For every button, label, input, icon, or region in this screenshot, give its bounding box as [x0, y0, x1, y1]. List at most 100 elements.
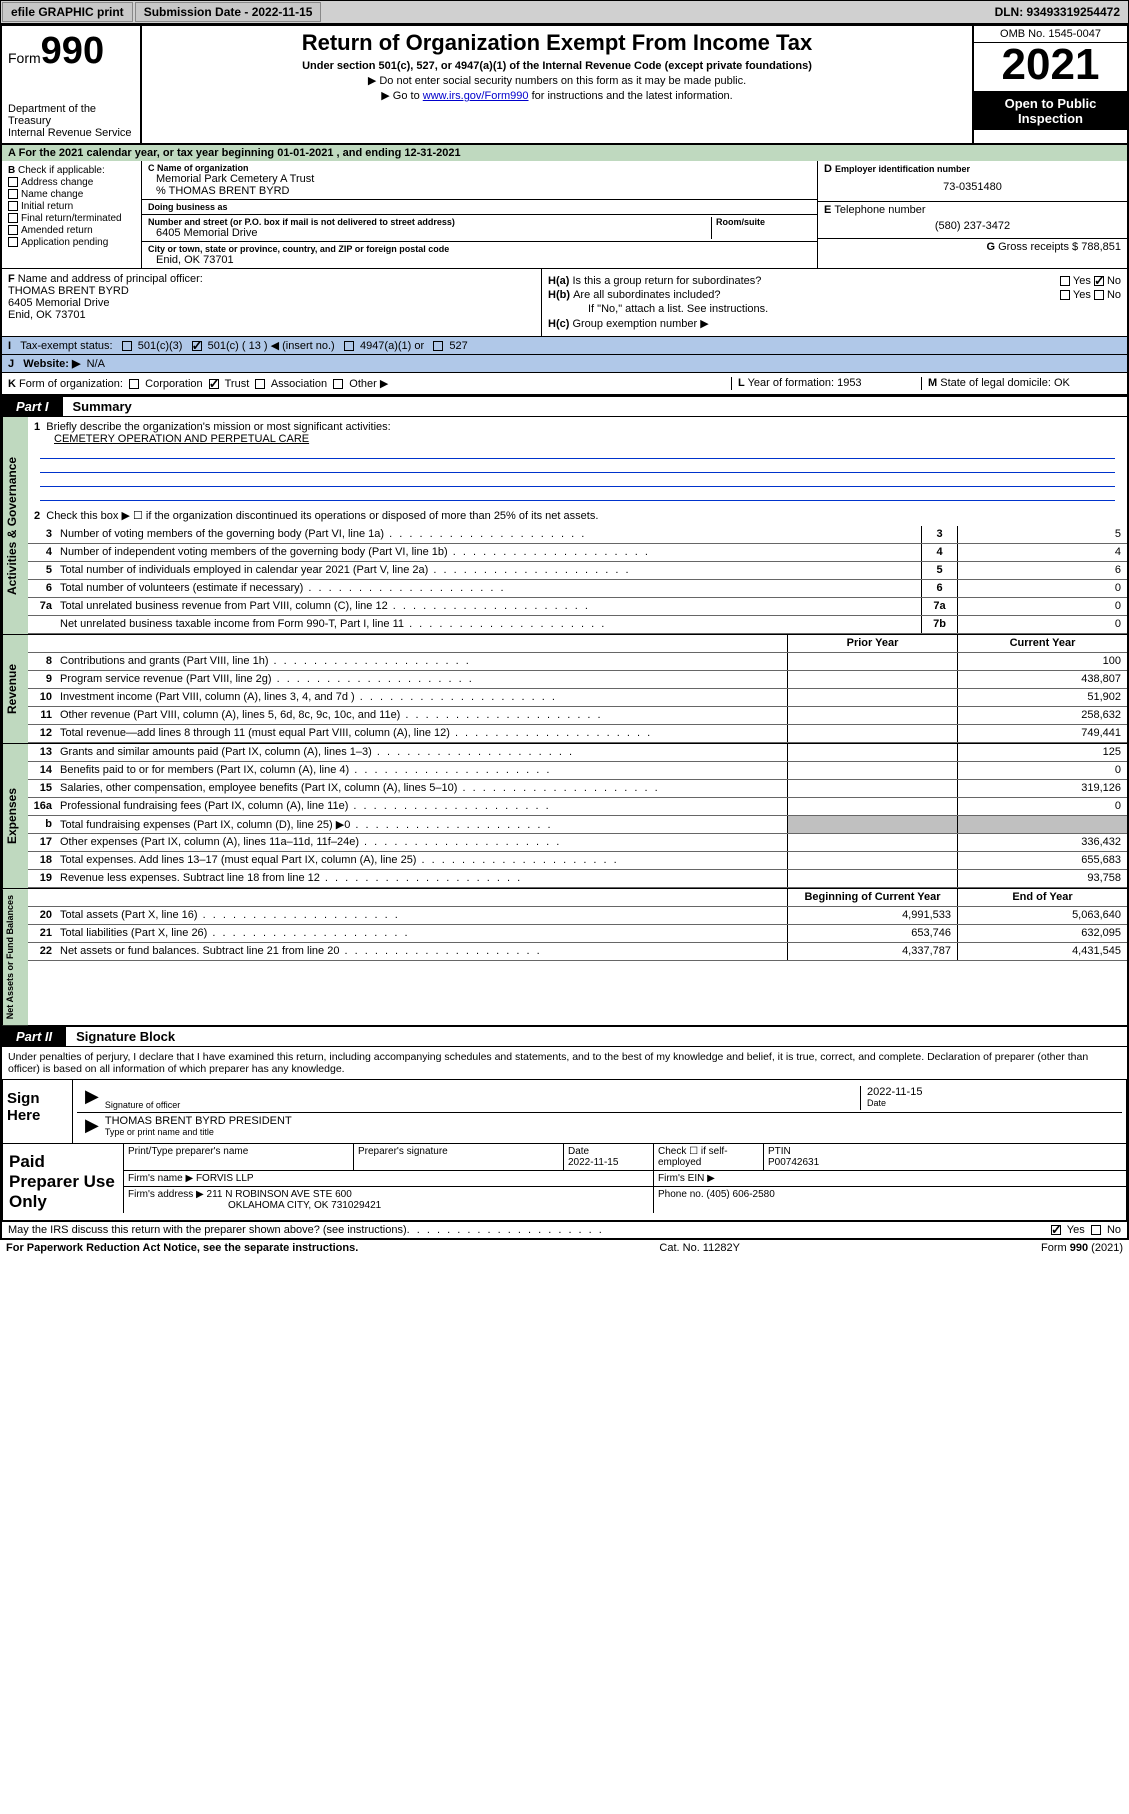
firm-name: FORVIS LLP — [196, 1173, 254, 1184]
hb-no[interactable] — [1094, 290, 1104, 300]
firm-ein-label: Firm's EIN ▶ — [654, 1171, 1126, 1186]
fh-block: F Name and address of principal officer:… — [2, 269, 1127, 337]
sign-here-block: Sign Here ▶ Signature of officer 2022-11… — [2, 1079, 1127, 1144]
ssn-note: Do not enter social security numbers on … — [150, 74, 964, 87]
header-mid: Return of Organization Exempt From Incom… — [142, 26, 972, 143]
section-b: B Check if applicable: Address change Na… — [2, 161, 142, 268]
summary-line: 7a Total unrelated business revenue from… — [28, 598, 1127, 616]
ein-label: Employer identification number — [835, 164, 970, 174]
officer-addr2: Enid, OK 73701 — [8, 309, 535, 321]
prep-row2: Firm's name ▶ FORVIS LLP Firm's EIN ▶ — [123, 1171, 1126, 1187]
summary-line: 18 Total expenses. Add lines 13–17 (must… — [28, 852, 1127, 870]
cb-527[interactable] — [433, 341, 443, 351]
paid-preparer-block: Paid Preparer Use Only Print/Type prepar… — [2, 1144, 1127, 1221]
gov-section: Activities & Governance 1 Briefly descri… — [2, 417, 1127, 634]
org-name-block: C Name of organization Memorial Park Cem… — [142, 161, 817, 200]
cb-corporation[interactable] — [129, 379, 139, 389]
section-c: C Name of organization Memorial Park Cem… — [142, 161, 817, 268]
city-val: Enid, OK 73701 — [148, 254, 811, 266]
bcd-block: B Check if applicable: Address change Na… — [2, 161, 1127, 269]
cb-initial-return[interactable]: Initial return — [8, 201, 135, 212]
prep-date-hdr: Date — [568, 1146, 589, 1157]
cb-final-return[interactable]: Final return/terminated — [8, 213, 135, 224]
prior-year-hdr: Prior Year — [787, 635, 957, 652]
room-label: Room/suite — [716, 217, 811, 227]
q1-block: 1 Briefly describe the organization's mi… — [28, 417, 1127, 505]
submission-date-button[interactable]: Submission Date - 2022-11-15 — [135, 2, 322, 22]
summary-line: 14 Benefits paid to or for members (Part… — [28, 762, 1127, 780]
exp-section: Expenses 13 Grants and similar amounts p… — [2, 743, 1127, 888]
cb-501c[interactable] — [192, 341, 202, 351]
summary-line: 19 Revenue less expenses. Subtract line … — [28, 870, 1127, 888]
line-a-calendar: A For the 2021 calendar year, or tax yea… — [2, 145, 1127, 161]
k-label: Form of organization: — [19, 378, 123, 390]
sign-here-label: Sign Here — [3, 1080, 73, 1143]
hb-yes[interactable] — [1060, 290, 1070, 300]
street-val: 6405 Memorial Drive — [148, 227, 711, 239]
prep-name-hdr: Print/Type preparer's name — [124, 1144, 354, 1170]
hb-note: If "No," attach a list. See instructions… — [548, 303, 1121, 315]
part1-tag: Part I — [2, 397, 63, 416]
section-l: L Year of formation: 1953 — [731, 377, 921, 390]
mission-text: CEMETERY OPERATION AND PERPETUAL CARE — [34, 433, 309, 445]
form-header: Form990 Department of the Treasury Inter… — [2, 26, 1127, 145]
goto-pre: Go to — [393, 90, 423, 102]
l-val: 1953 — [837, 377, 861, 389]
line-i: I Tax-exempt status: 501(c)(3) 501(c) ( … — [2, 337, 1127, 355]
cb-trust[interactable] — [209, 379, 219, 389]
header-left: Form990 Department of the Treasury Inter… — [2, 26, 142, 143]
city-block: City or town, state or province, country… — [142, 242, 817, 268]
l-label: Year of formation: — [748, 377, 834, 389]
h-c-line: H(c) Group exemption number ▶ — [548, 317, 1121, 330]
prep-selfemp: Check ☐ if self-employed — [654, 1144, 764, 1170]
b-label: Check if applicable: — [18, 165, 105, 176]
ha-yes[interactable] — [1060, 276, 1070, 286]
cb-address-change[interactable]: Address change — [8, 177, 135, 188]
ein-block: D Employer identification number 73-0351… — [818, 161, 1127, 202]
hc-text: Group exemption number ▶ — [572, 317, 708, 330]
section-k: K Form of organization: Corporation Trus… — [8, 377, 731, 390]
paperwork-text: For Paperwork Reduction Act Notice, see … — [6, 1242, 358, 1254]
cb-other[interactable] — [333, 379, 343, 389]
q2-block: 2 Check this box ▶ ☐ if the organization… — [28, 505, 1127, 526]
cb-association[interactable] — [255, 379, 265, 389]
phone-label: Telephone number — [834, 204, 925, 216]
irs-link[interactable]: www.irs.gov/Form990 — [423, 90, 529, 102]
goto-post: for instructions and the latest informat… — [529, 90, 733, 102]
ha-no[interactable] — [1094, 276, 1104, 286]
m-label: State of legal domicile: — [940, 377, 1051, 389]
part2-header: Part II Signature Block — [2, 1025, 1127, 1047]
summary-line: 3 Number of voting members of the govern… — [28, 526, 1127, 544]
cb-app-pending[interactable]: Application pending — [8, 237, 135, 248]
care-of: % THOMAS BRENT BYRD — [148, 185, 811, 197]
hb-text: Are all subordinates included? — [573, 289, 720, 301]
begin-year-hdr: Beginning of Current Year — [787, 889, 957, 906]
cb-amended-return[interactable]: Amended return — [8, 225, 135, 236]
form-number: Form990 — [8, 30, 134, 73]
discuss-yes[interactable] — [1051, 1225, 1061, 1235]
part2-title: Signature Block — [66, 1029, 175, 1044]
website-val: N/A — [87, 358, 105, 370]
dln-text: DLN: 93493319254472 — [987, 3, 1128, 21]
vlabel-rev: Revenue — [2, 635, 28, 743]
section-h: H(a) Is this a group return for subordin… — [542, 269, 1127, 336]
gross-val: 788,851 — [1081, 241, 1121, 253]
phone-label2: Phone no. — [658, 1189, 704, 1200]
cb-name-change[interactable]: Name change — [8, 189, 135, 200]
dba-block: Doing business as — [142, 200, 817, 215]
cb-4947[interactable] — [344, 341, 354, 351]
summary-line: Net unrelated business taxable income fr… — [28, 616, 1127, 634]
discuss-no[interactable] — [1091, 1225, 1101, 1235]
line-j: J Website: ▶ N/A — [2, 355, 1127, 373]
cb-501c3[interactable] — [122, 341, 132, 351]
summary-line: 6 Total number of volunteers (estimate i… — [28, 580, 1127, 598]
phone-block: E Telephone number (580) 237-3472 — [818, 202, 1127, 239]
summary-line: 17 Other expenses (Part IX, column (A), … — [28, 834, 1127, 852]
ptin-hdr: PTIN — [768, 1146, 791, 1157]
sig-officer-label: Signature of officer — [105, 1100, 860, 1110]
irs-label: Internal Revenue Service — [8, 127, 134, 139]
efile-print-button[interactable]: efile GRAPHIC print — [2, 2, 133, 22]
open-inspection: Open to Public Inspection — [974, 92, 1127, 130]
summary-line: 16a Professional fundraising fees (Part … — [28, 798, 1127, 816]
summary-line: 4 Number of independent voting members o… — [28, 544, 1127, 562]
